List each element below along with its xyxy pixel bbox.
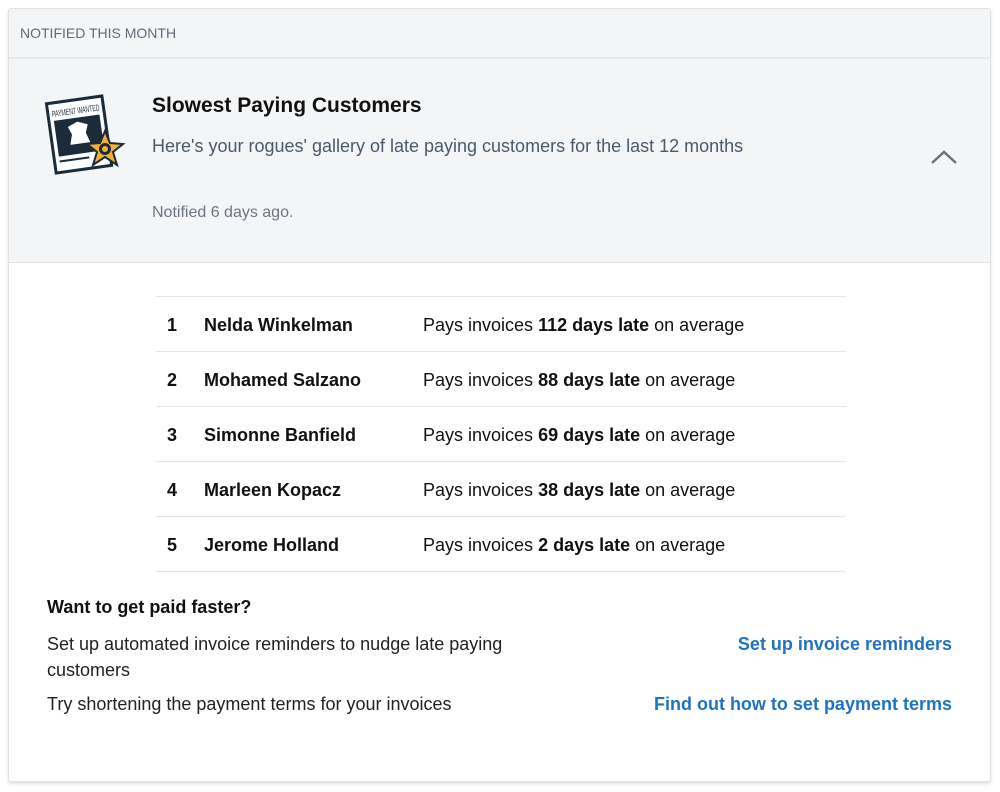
chevron-up-icon[interactable] xyxy=(929,147,959,167)
rank: 2 xyxy=(167,370,178,390)
days-late: 38 days late xyxy=(538,480,641,500)
late-suffix: on average xyxy=(640,370,736,390)
days-late: 2 days late xyxy=(538,535,631,555)
rank: 1 xyxy=(167,315,178,335)
customer-name: Mohamed Salzano xyxy=(204,370,362,390)
wanted-poster-icon: PAYMENT WANTED xyxy=(44,94,126,175)
notification-title: Slowest Paying Customers xyxy=(152,94,422,117)
days-late: 69 days late xyxy=(538,425,641,445)
late-prefix: Pays invoices xyxy=(423,535,539,555)
customer-name: Simonne Banfield xyxy=(204,425,357,445)
tip-reminders: Set up automated invoice reminders to nu… xyxy=(47,634,503,680)
customer-name: Jerome Holland xyxy=(204,535,340,555)
late-description: Pays invoices 88 days late on average xyxy=(423,370,735,391)
customer-name: Marleen Kopacz xyxy=(204,480,342,500)
rank: 5 xyxy=(167,535,178,555)
late-prefix: Pays invoices xyxy=(423,425,539,445)
late-description: Pays invoices 112 days late on average xyxy=(423,315,744,336)
table-row: 3 Simonne Banfield Pays invoices 69 days… xyxy=(156,407,846,462)
days-late: 112 days late xyxy=(538,315,650,335)
notified-time: Notified 6 days ago. xyxy=(152,204,294,221)
notification-header[interactable]: PAYMENT WANTED Slowest Paying Customers … xyxy=(9,59,990,263)
payment-terms-link[interactable]: Find out how to set payment terms xyxy=(653,694,952,714)
notification-description: Here's your rogues' gallery of late payi… xyxy=(152,136,744,156)
late-suffix: on average xyxy=(640,480,736,500)
section-label: NOTIFIED THIS MONTH xyxy=(9,9,990,59)
late-prefix: Pays invoices xyxy=(423,370,539,390)
late-description: Pays invoices 69 days late on average xyxy=(423,425,735,446)
table-row: 4 Marleen Kopacz Pays invoices 38 days l… xyxy=(156,462,846,517)
late-description: Pays invoices 2 days late on average xyxy=(423,535,725,556)
table-row: 5 Jerome Holland Pays invoices 2 days la… xyxy=(156,517,846,572)
late-suffix: on average xyxy=(630,535,726,555)
tip-payment-terms: Try shortening the payment terms for you… xyxy=(47,694,452,714)
customer-name: Nelda Winkelman xyxy=(204,315,353,335)
rank: 4 xyxy=(167,480,178,500)
tips-heading: Want to get paid faster? xyxy=(47,597,252,617)
late-suffix: on average xyxy=(640,425,736,445)
days-late: 88 days late xyxy=(538,370,641,390)
late-prefix: Pays invoices xyxy=(423,480,539,500)
setup-reminders-link[interactable]: Set up invoice reminders xyxy=(737,634,952,654)
notification-card: NOTIFIED THIS MONTH PAYMENT WANTED Slowe… xyxy=(8,8,991,782)
table-row: 2 Mohamed Salzano Pays invoices 88 days … xyxy=(156,352,846,407)
late-suffix: on average xyxy=(649,315,745,335)
rank: 3 xyxy=(167,425,178,445)
sheriff-badge-icon xyxy=(84,128,126,168)
slow-payers-table: 1 Nelda Winkelman Pays invoices 112 days… xyxy=(156,296,846,572)
table-row: 1 Nelda Winkelman Pays invoices 112 days… xyxy=(156,297,846,352)
late-prefix: Pays invoices xyxy=(423,315,539,335)
late-description: Pays invoices 38 days late on average xyxy=(423,480,735,501)
